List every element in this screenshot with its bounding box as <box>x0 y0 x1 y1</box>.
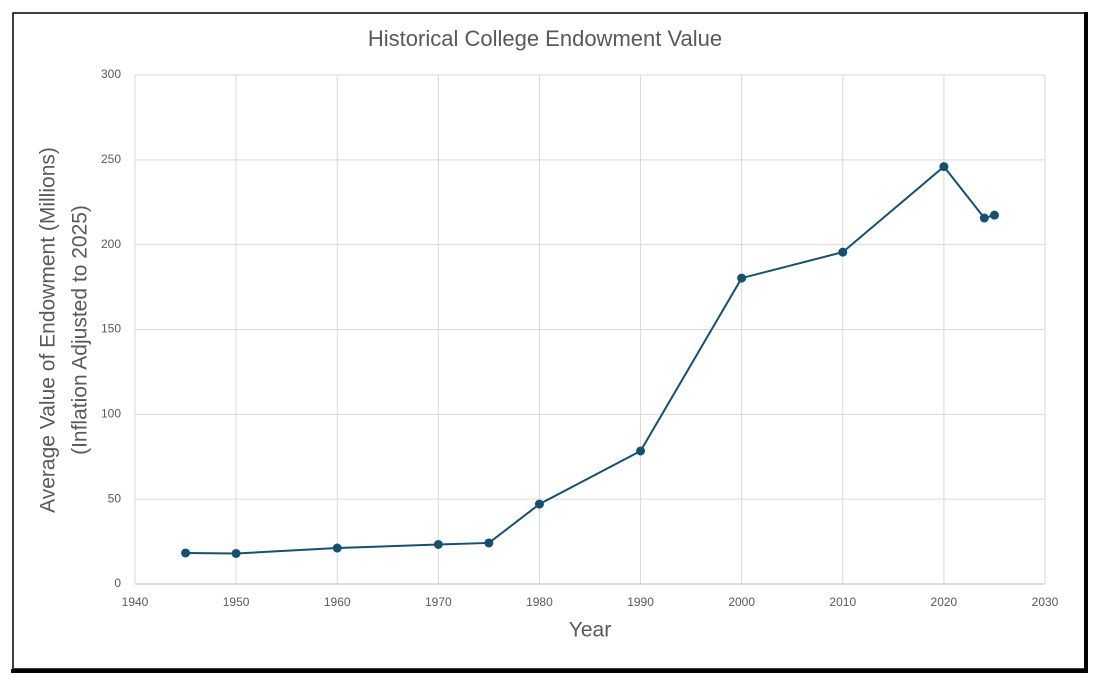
data-point <box>989 210 999 220</box>
chart-title: Historical College Endowment Value <box>368 26 722 51</box>
data-point <box>332 543 342 553</box>
x-tick-label: 1990 <box>627 595 654 609</box>
y-tick-label: 250 <box>101 152 121 166</box>
x-axis-title: Year <box>569 619 611 642</box>
data-point <box>979 213 989 223</box>
frame <box>12 12 1086 670</box>
y-tick-label: 200 <box>101 237 121 251</box>
y-axis-title-line: (Inflation Adjusted to 2025) <box>69 205 92 455</box>
data-point <box>737 273 747 283</box>
y-tick-label: 300 <box>101 67 121 81</box>
y-tick-label: 0 <box>114 576 121 590</box>
x-tick-label: 2000 <box>728 595 755 609</box>
y-axis-title: Average Value of Endowment (Millions) (I… <box>37 147 92 513</box>
y-tick-label: 150 <box>101 322 121 336</box>
series-line <box>185 165 995 555</box>
x-tick-label: 2010 <box>829 595 856 609</box>
x-tick-label: 1960 <box>324 595 351 609</box>
x-tick-label: 1940 <box>122 595 149 609</box>
data-point <box>838 247 848 257</box>
data-point <box>484 538 494 548</box>
x-tick-label: 1950 <box>223 595 250 609</box>
y-tick-label: 50 <box>108 491 122 505</box>
data-point <box>636 446 646 456</box>
y-tick-label: 100 <box>101 407 121 421</box>
data-point <box>939 162 949 172</box>
data-point <box>181 548 191 558</box>
data-point <box>231 548 241 558</box>
x-tick-label: 2030 <box>1032 595 1059 609</box>
data-point <box>534 499 544 509</box>
x-tick-label: 2020 <box>931 595 958 609</box>
x-tick-label: 1970 <box>425 595 452 609</box>
y-axis-title-line: Average Value of Endowment (Millions) <box>37 147 60 513</box>
x-tick-label: 1980 <box>526 595 553 609</box>
data-point <box>433 539 443 549</box>
